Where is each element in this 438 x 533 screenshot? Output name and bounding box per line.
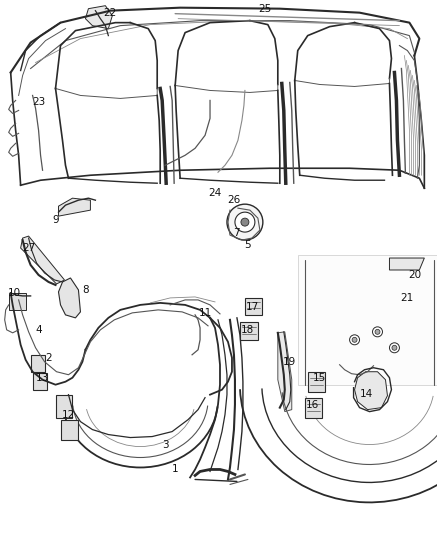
Polygon shape [60, 419, 78, 440]
Polygon shape [305, 398, 321, 417]
Polygon shape [298, 255, 437, 385]
Text: 1: 1 [172, 464, 178, 474]
Circle shape [241, 218, 249, 226]
Polygon shape [245, 298, 262, 315]
Circle shape [372, 327, 382, 337]
Text: 24: 24 [208, 188, 222, 198]
Text: 17: 17 [246, 302, 260, 312]
Circle shape [352, 337, 357, 342]
Text: 13: 13 [36, 373, 49, 383]
Text: 9: 9 [52, 215, 59, 225]
Text: 5: 5 [244, 240, 251, 250]
Text: 15: 15 [313, 373, 326, 383]
Polygon shape [21, 236, 64, 284]
Circle shape [375, 329, 380, 334]
Text: 11: 11 [198, 308, 212, 318]
Text: 4: 4 [35, 325, 42, 335]
Text: 20: 20 [408, 270, 421, 280]
Circle shape [392, 345, 397, 350]
Circle shape [389, 343, 399, 353]
Polygon shape [308, 372, 325, 392]
Text: 21: 21 [400, 293, 413, 303]
Polygon shape [59, 198, 90, 216]
Text: 22: 22 [104, 7, 117, 18]
Circle shape [227, 204, 263, 240]
Text: 23: 23 [32, 98, 45, 108]
Text: 2: 2 [45, 353, 52, 363]
Polygon shape [9, 293, 25, 310]
Text: 8: 8 [82, 285, 89, 295]
Polygon shape [355, 372, 388, 410]
Text: 10: 10 [8, 288, 21, 298]
Polygon shape [389, 258, 424, 270]
Polygon shape [240, 322, 258, 340]
Text: 19: 19 [283, 357, 297, 367]
Polygon shape [278, 332, 292, 411]
Polygon shape [31, 355, 45, 372]
Circle shape [350, 335, 360, 345]
Polygon shape [56, 394, 72, 417]
Text: 3: 3 [162, 440, 169, 449]
Text: 14: 14 [360, 389, 373, 399]
Text: 12: 12 [62, 410, 75, 419]
Polygon shape [32, 373, 46, 390]
Text: 26: 26 [227, 195, 240, 205]
Text: 7: 7 [233, 228, 239, 238]
Text: 18: 18 [241, 325, 254, 335]
Circle shape [235, 212, 255, 232]
Text: 16: 16 [306, 400, 319, 410]
Text: 27: 27 [22, 243, 35, 253]
Polygon shape [85, 6, 112, 29]
Polygon shape [59, 278, 81, 318]
Text: 25: 25 [258, 4, 272, 14]
